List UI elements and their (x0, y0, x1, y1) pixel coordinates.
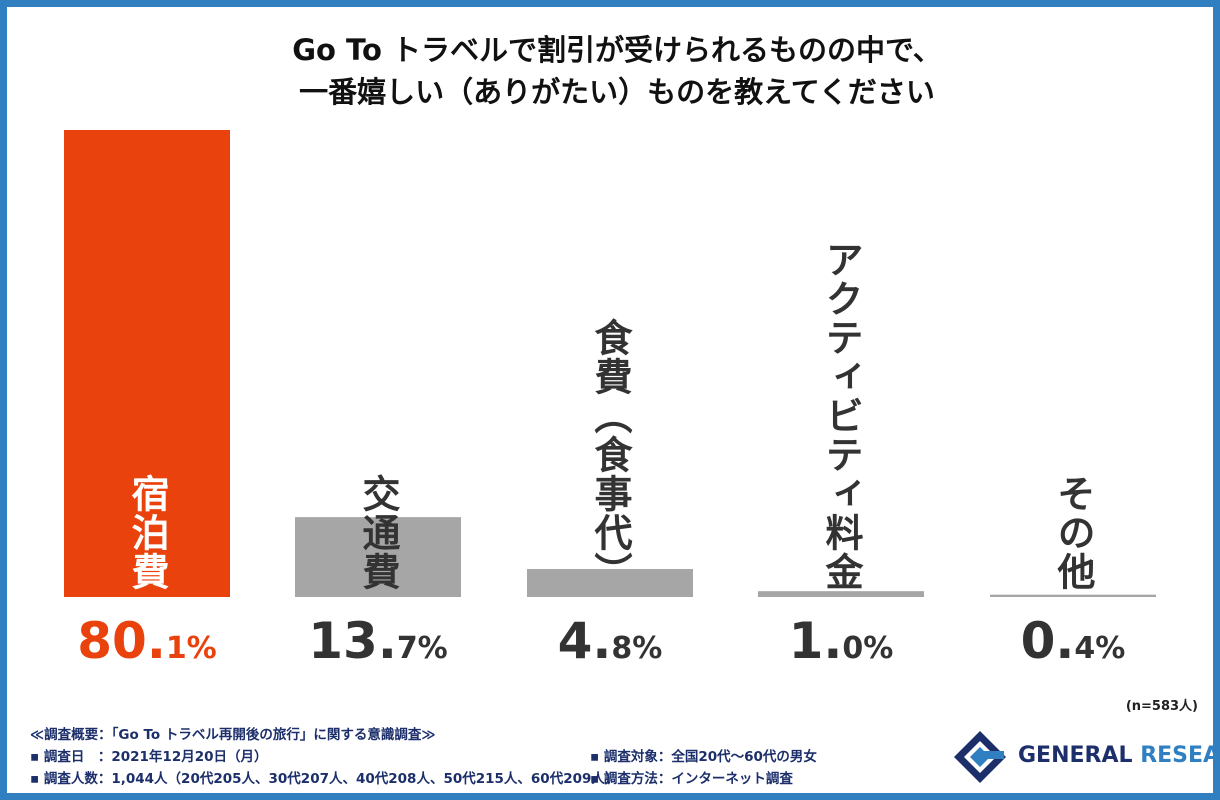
category-label-5: その他 (1051, 474, 1095, 591)
survey-method: ▪ 調査方法：インターネット調査 (590, 771, 793, 787)
value-label-main: 80. (77, 612, 166, 670)
chart-title: Go To トラベルで割引が受けられるものの中で、 一番嬉しい（ありがたい）もの… (7, 29, 1220, 113)
value-label-main: 13. (308, 612, 397, 670)
category-label-2: 交通費 (356, 474, 400, 591)
survey-date: ▪ 調査日 ：2021年12月20日（月） (30, 749, 268, 765)
value-label-main: 0. (1020, 612, 1075, 670)
survey-target: ▪ 調査対象：全国20代〜60代の男女 (590, 749, 817, 765)
value-label-main: 1. (788, 612, 843, 670)
category-label-3: 食費（食事代） (588, 318, 632, 591)
value-label-decimal: 4% (1074, 631, 1126, 666)
value-label-decimal: 0% (842, 631, 894, 666)
logo-text: GENERAL RESEARCH (1018, 743, 1220, 768)
value-label-5: 0.4% (953, 612, 1193, 670)
value-label-1: 80.1% (27, 612, 267, 670)
value-label-main: 4. (557, 612, 612, 670)
survey-respondents: ▪ 調査人数：1,044人（20代205人、30代207人、40代208人、50… (30, 771, 619, 787)
value-label-3: 4.8% (490, 612, 730, 670)
logo-text-general: GENERAL (1018, 743, 1133, 768)
title-line-2: 一番嬉しい（ありがたい）ものを教えてください (299, 75, 935, 109)
general-research-logo: GENERAL RESEARCH (952, 729, 1220, 785)
value-label-decimal: 7% (396, 631, 448, 666)
sample-size: (n=583人) (1125, 699, 1198, 714)
category-label-4: アクティビティ料金 (819, 240, 863, 591)
survey-heading: ≪調査概要：「Go To トラベル再開後の旅行」に関する意識調査≫ (30, 727, 436, 743)
value-label-decimal: 8% (611, 631, 663, 666)
title-line-1: Go To トラベルで割引が受けられるものの中で、 (292, 33, 942, 67)
bar-3 (527, 569, 693, 597)
logo-text-research: RESEARCH (1140, 743, 1220, 768)
bar-1 (64, 130, 230, 597)
category-label-1: 宿泊費 (125, 474, 169, 591)
value-label-decimal: 1% (165, 631, 217, 666)
bar-4 (758, 591, 924, 597)
value-label-4: 1.0% (721, 612, 961, 670)
value-label-2: 13.7% (258, 612, 498, 670)
general-research-logo-icon (954, 731, 1006, 783)
bar-2 (295, 517, 461, 597)
bar-5 (990, 594, 1156, 597)
